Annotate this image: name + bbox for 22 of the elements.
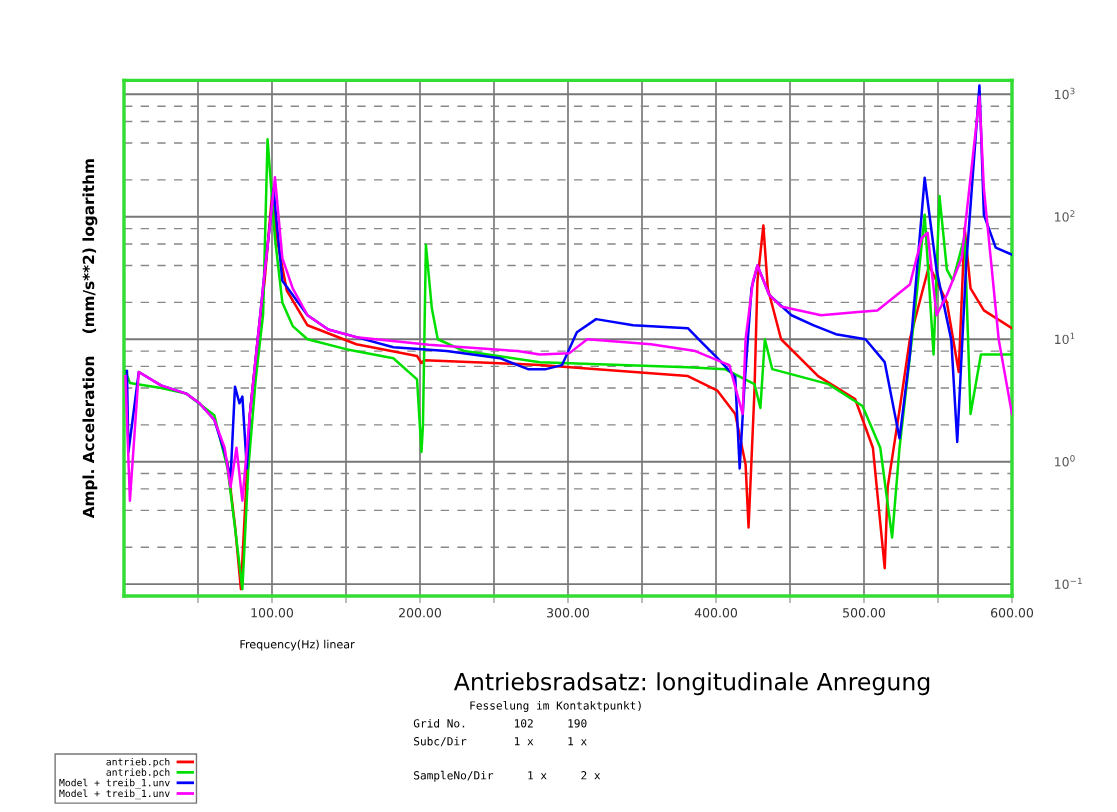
y-tick-label: 10$^{0}$	[1055, 455, 1075, 467]
legend-label: antrieb.pch	[106, 757, 170, 768]
x-tick-label: 200.00	[399, 608, 442, 618]
x-tick-label: 400.00	[694, 608, 738, 618]
text: Grid No. 102 190	[413, 718, 587, 728]
legend-label: Model + treib_1.unv	[59, 778, 170, 789]
y-tick-label: 10$^{−1}$	[1055, 577, 1082, 589]
x-tick-label: 300.00	[547, 608, 590, 618]
y-tick-label: 10$^{3}$	[1055, 87, 1075, 100]
legend-label: Model + treib_1.unv	[59, 789, 170, 800]
legend-label: antrieb.pch	[106, 768, 170, 778]
y-tick-label: 10$^{2}$	[1055, 210, 1075, 222]
y-tick-label: 10$^{1}$	[1055, 332, 1075, 345]
x-axis-title: Frequency(Hz) linear	[240, 639, 355, 651]
x-tick-label: 500.00	[843, 608, 886, 618]
text: Antriebsradsatz: longitudinale Anregung	[453, 672, 930, 696]
x-tick-label: 600.00	[991, 608, 1034, 618]
text: SampleNo/Dir 1 x 2 x	[414, 770, 601, 782]
y-axis-title: Ampl. Acceleration (mm/s**2) logarithm	[82, 159, 98, 519]
text: Subc/Dir 1 x 1 x	[414, 736, 587, 747]
x-tick-label: 100.00	[251, 608, 294, 618]
text: Fesselung im Kontaktpunkt)	[470, 701, 641, 712]
